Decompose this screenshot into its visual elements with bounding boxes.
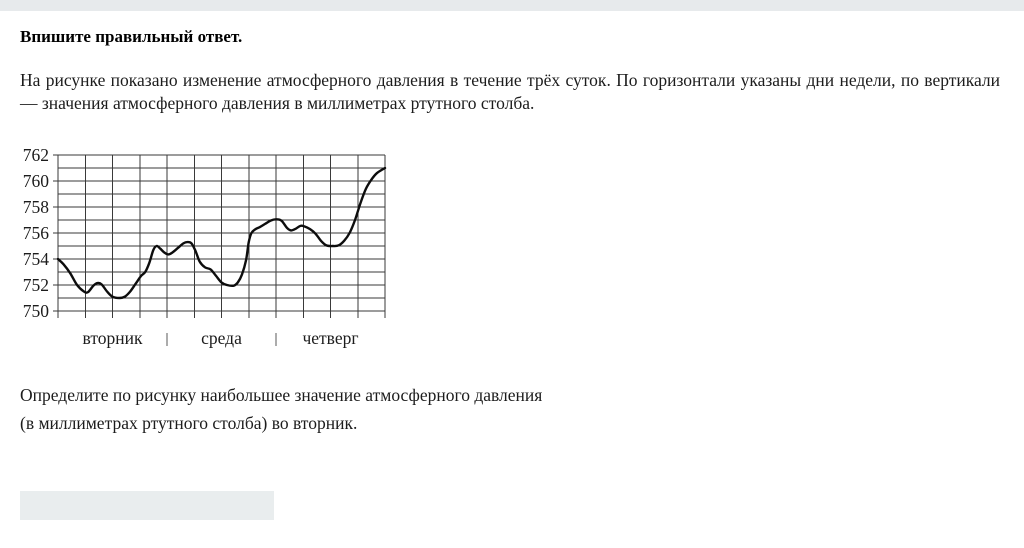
y-tick-label: 750 <box>23 301 50 321</box>
x-day-label: вторник <box>83 328 143 348</box>
task-prompt-title: Впишите правильный ответ. <box>20 27 243 46</box>
x-day-separator: | <box>165 331 168 347</box>
task-description: На рисунке показано изменение атмосферно… <box>20 70 1000 113</box>
y-tick-label: 760 <box>23 171 50 191</box>
pressure-curve <box>56 166 387 300</box>
question-text: Определите по рисунку наибольшее значени… <box>20 381 1000 437</box>
task-content: Впишите правильный ответ. На рисунке пок… <box>0 27 1024 520</box>
top-bar <box>0 0 1024 11</box>
y-tick-label: 762 <box>23 147 49 165</box>
y-tick-label: 754 <box>23 249 50 269</box>
question-line-1: Определите по рисунку наибольшее значени… <box>20 385 543 405</box>
y-tick-label: 756 <box>23 223 50 243</box>
pressure-chart: 750 752 754 756 758 760 762 вторник среда | четвер… <box>23 147 387 348</box>
y-tick-label: 758 <box>23 197 50 217</box>
question-line-2: (в миллиметрах ртутного столба) во вторн… <box>20 413 358 433</box>
pressure-chart-container: 750 752 754 756 758 760 762 вторник среда | четвер… <box>20 147 1000 359</box>
y-tick-label: 752 <box>23 275 49 295</box>
answer-input[interactable] <box>20 491 274 520</box>
x-day-label: среда <box>201 328 242 348</box>
answer-field-container <box>20 491 1000 520</box>
x-day-separator: | <box>274 331 277 347</box>
x-day-label: четверг <box>302 328 358 348</box>
